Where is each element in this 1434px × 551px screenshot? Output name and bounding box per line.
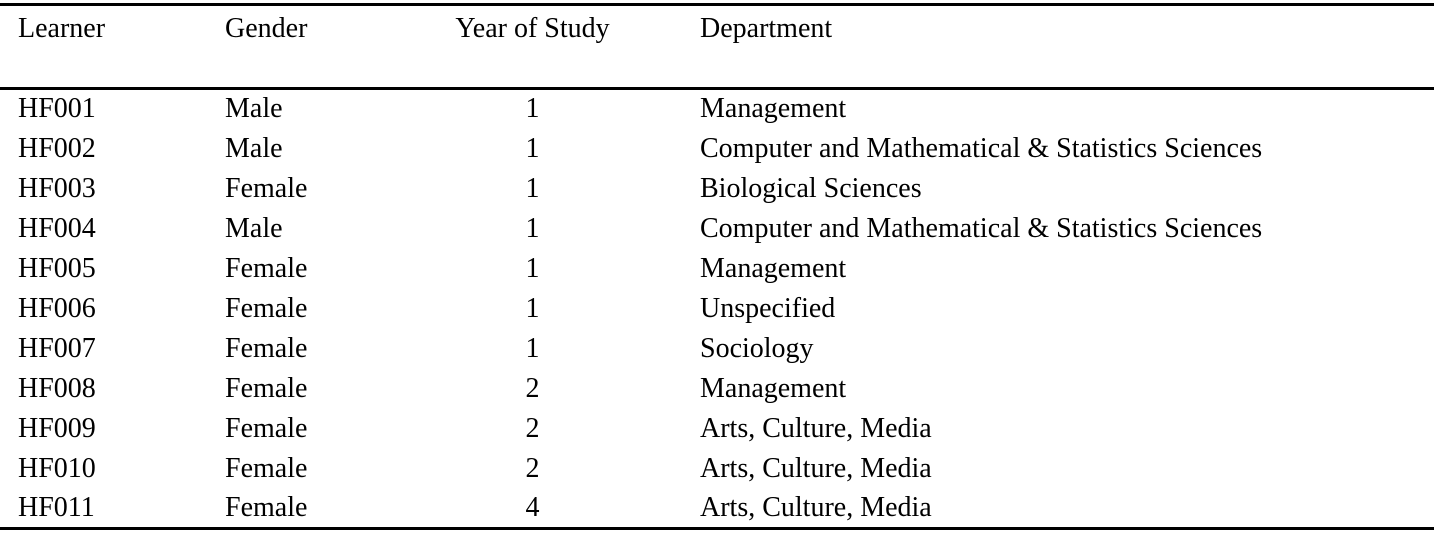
cell-gender: Male bbox=[225, 132, 283, 164]
header-row: Learner Gender Year of Study Department bbox=[0, 4, 1434, 90]
cell-year: 1 bbox=[525, 332, 540, 364]
cell-year: 1 bbox=[525, 252, 540, 284]
cell-gender: Female bbox=[225, 332, 308, 364]
cell-year: 4 bbox=[525, 491, 540, 523]
cell-department: Arts, Culture, Media bbox=[700, 452, 932, 484]
cell-learner: HF008 bbox=[18, 372, 96, 404]
cell-gender: Female bbox=[225, 452, 308, 484]
cell-department: Management bbox=[700, 372, 847, 404]
cell-department: Computer and Mathematical & Statistics S… bbox=[700, 212, 1263, 244]
table-row: HF003 Female 1 Biological Sciences bbox=[0, 169, 1434, 209]
cell-learner: HF006 bbox=[18, 292, 96, 324]
cell-gender: Male bbox=[225, 212, 283, 244]
table-row: HF005 Female 1 Management bbox=[0, 249, 1434, 289]
cell-gender: Female bbox=[225, 412, 308, 444]
cell-learner: HF010 bbox=[18, 452, 96, 484]
table-row: HF006 Female 1 Unspecified bbox=[0, 289, 1434, 329]
cell-learner: HF007 bbox=[18, 332, 96, 364]
cell-gender: Female bbox=[225, 172, 308, 204]
cell-year: 1 bbox=[525, 172, 540, 204]
learner-demographics-table: Learner Gender Year of Study Department … bbox=[0, 3, 1434, 530]
cell-year: 2 bbox=[525, 452, 540, 484]
cell-department: Sociology bbox=[700, 332, 814, 364]
cell-gender: Female bbox=[225, 252, 308, 284]
table-row: HF001 Male 1 Management bbox=[0, 89, 1434, 129]
table-row: HF011 Female 4 Arts, Culture, Media bbox=[0, 489, 1434, 529]
column-header-department: Department bbox=[630, 4, 1434, 90]
cell-gender: Female bbox=[225, 372, 308, 404]
cell-department: Biological Sciences bbox=[700, 172, 922, 204]
cell-department: Management bbox=[700, 252, 847, 284]
cell-department: Unspecified bbox=[700, 292, 836, 324]
table-row: HF004 Male 1 Computer and Mathematical &… bbox=[0, 209, 1434, 249]
cell-department: Management bbox=[700, 93, 847, 125]
cell-department: Arts, Culture, Media bbox=[700, 412, 932, 444]
cell-year: 1 bbox=[525, 292, 540, 324]
cell-year: 1 bbox=[525, 212, 540, 244]
cell-department: Computer and Mathematical & Statistics S… bbox=[700, 132, 1263, 164]
table-row: HF009 Female 2 Arts, Culture, Media bbox=[0, 409, 1434, 449]
cell-learner: HF009 bbox=[18, 412, 96, 444]
cell-learner: HF005 bbox=[18, 252, 96, 284]
cell-learner: HF001 bbox=[18, 93, 96, 125]
cell-year: 1 bbox=[525, 93, 540, 125]
column-header-learner: Learner bbox=[0, 4, 225, 90]
cell-learner: HF011 bbox=[18, 491, 95, 523]
cell-year: 1 bbox=[525, 132, 540, 164]
cell-gender: Female bbox=[225, 491, 308, 523]
table-row: HF010 Female 2 Arts, Culture, Media bbox=[0, 449, 1434, 489]
table-row: HF008 Female 2 Management bbox=[0, 369, 1434, 409]
page: { "colors": { "background": "#ffffff", "… bbox=[0, 3, 1434, 551]
table-row: HF002 Male 1 Computer and Mathematical &… bbox=[0, 129, 1434, 169]
column-header-year-of-study: Year of Study bbox=[435, 4, 630, 90]
cell-year: 2 bbox=[525, 412, 540, 444]
column-header-gender: Gender bbox=[225, 4, 435, 90]
cell-learner: HF002 bbox=[18, 132, 96, 164]
cell-gender: Male bbox=[225, 93, 283, 125]
cell-learner: HF003 bbox=[18, 172, 96, 204]
table-row: HF007 Female 1 Sociology bbox=[0, 329, 1434, 369]
cell-year: 2 bbox=[525, 372, 540, 404]
cell-gender: Female bbox=[225, 292, 308, 324]
cell-learner: HF004 bbox=[18, 212, 96, 244]
table-body: HF001 Male 1 Management HF002 Male 1 Com… bbox=[0, 89, 1434, 529]
table-header: Learner Gender Year of Study Department bbox=[0, 4, 1434, 90]
cell-department: Arts, Culture, Media bbox=[700, 491, 932, 523]
